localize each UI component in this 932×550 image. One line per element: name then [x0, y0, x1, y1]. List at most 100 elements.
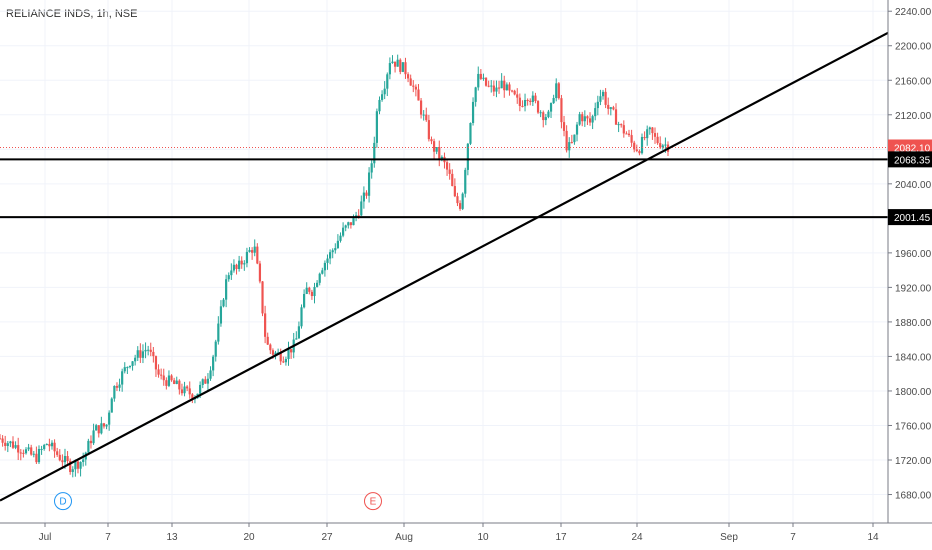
candle-body: [19, 452, 22, 454]
time-tick-label: 24: [631, 532, 643, 543]
price-tick-label: 1760.00: [895, 421, 932, 432]
candle-body: [24, 449, 28, 454]
candle-body: [14, 445, 17, 448]
candle-body: [50, 442, 54, 447]
price-axis[interactable]: 1680.00 1720.00 1760.00 1800.00 1840.00 1880.…: [887, 0, 932, 550]
trendline-line: [0, 31, 889, 502]
price-tick-label: 2200.00: [895, 42, 932, 53]
candle-body: [516, 94, 519, 98]
candle-body: [630, 135, 633, 143]
candle-body: [500, 80, 503, 89]
candle-body: [544, 117, 547, 121]
candle-body: [352, 216, 355, 226]
candle-body: [108, 412, 111, 425]
candle-body: [453, 186, 456, 197]
candle-body: [513, 90, 516, 95]
candle-body: [6, 443, 9, 446]
candle-body: [141, 351, 145, 358]
candle-body: [22, 452, 25, 454]
trendline: [0, 31, 889, 502]
candle-body: [251, 250, 254, 253]
candle-body: [323, 262, 327, 271]
candle-body: [287, 349, 290, 360]
candle-body: [625, 133, 628, 135]
candle-body: [383, 88, 386, 95]
candle-body: [261, 281, 264, 314]
price-tick-label: 1720.00: [895, 456, 932, 467]
candle-body: [555, 83, 558, 99]
candle-body: [17, 445, 20, 453]
candle-body: [568, 142, 571, 151]
candle-body: [300, 307, 303, 327]
candle-body: [339, 235, 342, 241]
candle-body: [557, 83, 560, 99]
time-tick-label: Sep: [720, 532, 738, 543]
level-label: 2001.45: [894, 213, 931, 224]
candle-body: [425, 114, 428, 121]
candle-body: [362, 192, 365, 202]
candle-body: [9, 441, 12, 444]
candle-body: [643, 136, 646, 139]
candle-body: [105, 424, 108, 427]
candle-body: [617, 124, 620, 126]
candle-body: [479, 73, 482, 79]
candle-body: [321, 270, 324, 274]
event-marker-label: D: [59, 497, 66, 508]
candle-body: [367, 172, 371, 196]
candle-body: [526, 100, 529, 102]
time-tick-label: 20: [243, 532, 255, 543]
candle-body: [542, 112, 545, 121]
candle-body: [492, 85, 495, 92]
candle-body: [607, 104, 610, 109]
candle-body: [614, 109, 618, 125]
candle-body: [316, 282, 319, 287]
price-tick-label: 1960.00: [895, 249, 932, 260]
candle-body: [461, 193, 464, 209]
candle-body: [290, 349, 293, 353]
candle-body: [92, 430, 95, 444]
candle-body: [63, 456, 67, 463]
candle-body: [487, 85, 490, 87]
candle-body: [588, 118, 592, 123]
candle-body: [48, 444, 51, 447]
candle-body: [32, 453, 35, 455]
candle-body: [248, 250, 251, 252]
candle-body: [82, 459, 85, 462]
candle-body: [204, 379, 207, 384]
candle-body: [1, 438, 4, 443]
candle-body: [635, 149, 638, 152]
candle-body: [599, 96, 602, 102]
candle-body: [469, 122, 472, 144]
candle-body: [523, 100, 527, 107]
time-axis[interactable]: Jul 7 13 20 27 Aug 10 17 24 Sep 7 14: [0, 522, 932, 550]
candle-body: [225, 279, 228, 300]
price-axis-bg: [888, 0, 932, 550]
candle-body: [271, 350, 275, 355]
candle-body: [646, 129, 649, 139]
candle-body: [414, 86, 417, 90]
candle-body: [326, 258, 329, 263]
candle-body: [432, 141, 436, 152]
candle-body: [180, 389, 184, 394]
price-tick-label: 1840.00: [895, 352, 932, 363]
candle-body: [573, 134, 576, 143]
candle-body: [87, 440, 90, 453]
candle-body: [419, 100, 423, 115]
candle-body: [370, 163, 373, 173]
candle-body: [69, 460, 72, 472]
candle-body: [591, 116, 594, 123]
candle-body: [206, 378, 210, 384]
candle-body: [560, 98, 563, 123]
candle-body: [199, 384, 202, 394]
candle-body: [534, 95, 537, 102]
candle-body: [529, 100, 532, 103]
candle-body: [640, 136, 644, 154]
candle-body: [97, 425, 100, 434]
candle-body: [347, 222, 350, 226]
candle-body: [627, 133, 631, 136]
candle-body: [308, 287, 311, 292]
candle-body: [365, 192, 368, 196]
candle-body: [448, 169, 451, 174]
